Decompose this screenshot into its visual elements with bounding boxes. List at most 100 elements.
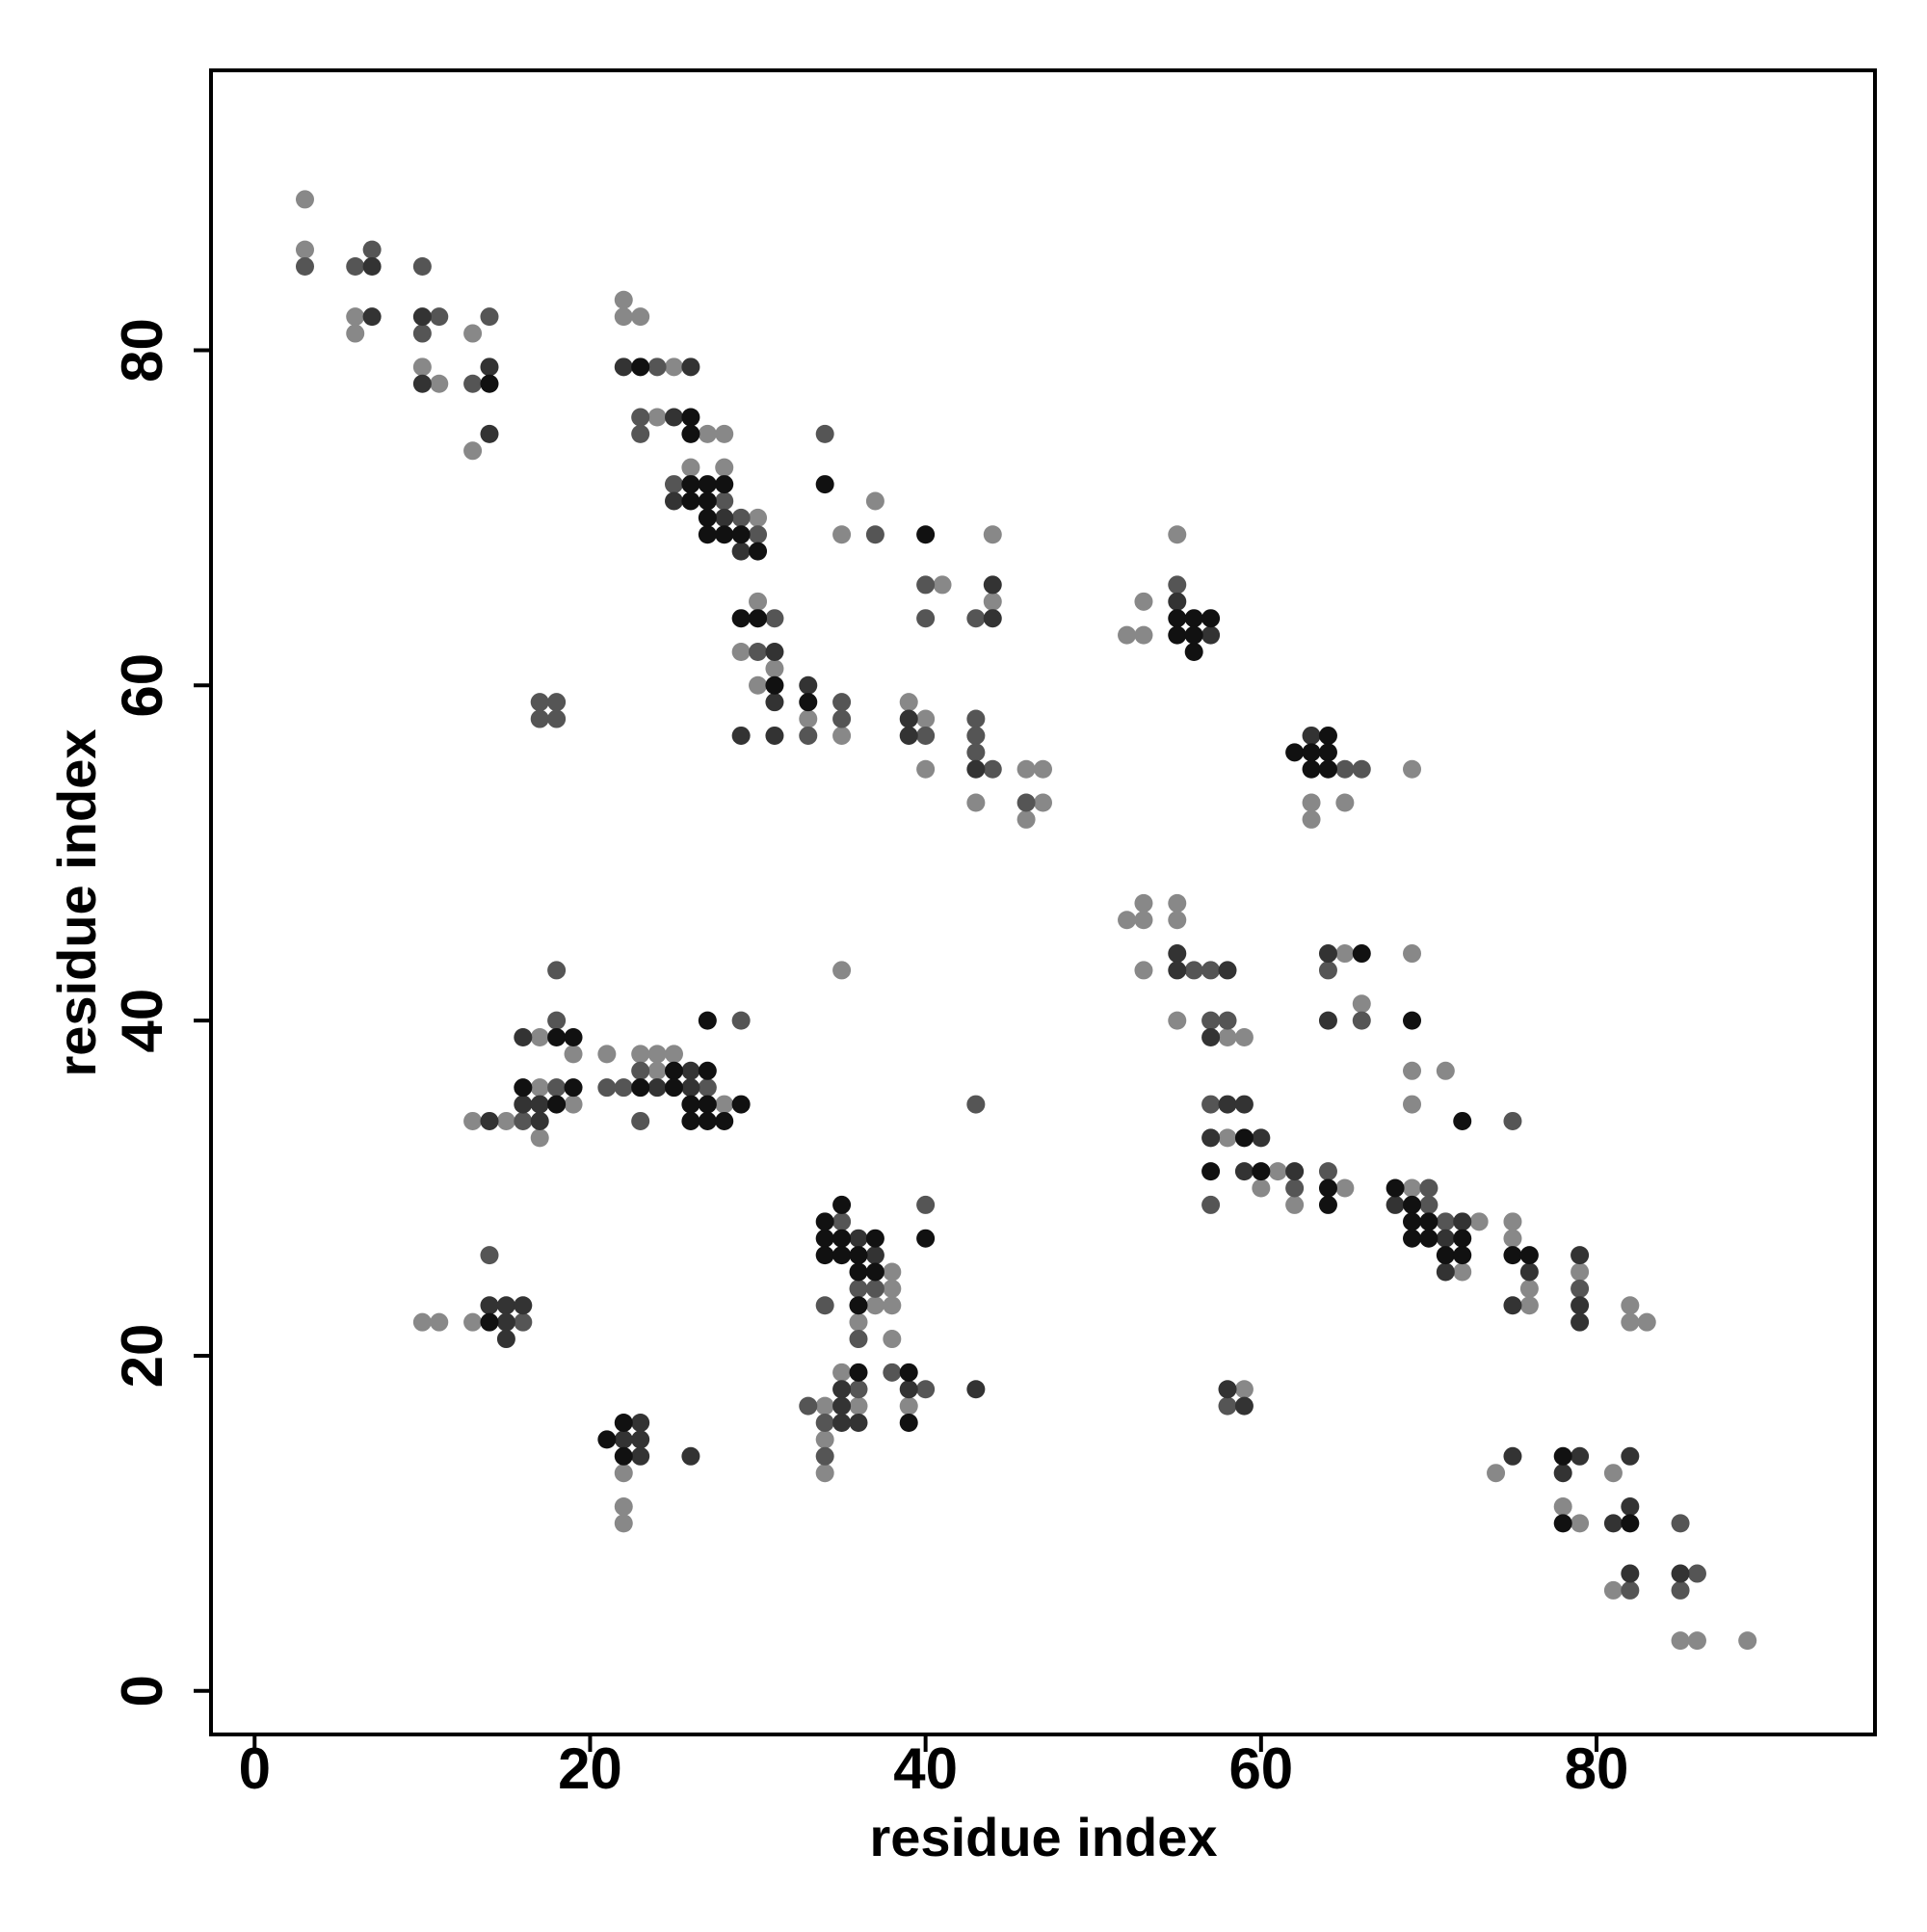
contact-point <box>564 1028 583 1047</box>
contact-point <box>1453 1229 1472 1248</box>
contact-point <box>731 525 751 544</box>
contact-point <box>1403 1095 1422 1114</box>
contact-point <box>412 357 432 377</box>
contact-point <box>1553 1496 1572 1516</box>
x-tick-label: 60 <box>1228 1736 1293 1801</box>
contact-point <box>480 1296 499 1315</box>
contact-point <box>698 1061 717 1080</box>
contact-point <box>1234 1095 1254 1114</box>
contact-point <box>1168 625 1187 645</box>
contact-point <box>983 592 1002 611</box>
contact-point <box>412 256 432 276</box>
contact-point <box>765 659 784 678</box>
contact-point <box>698 1095 717 1114</box>
contact-point <box>731 508 751 527</box>
contact-point <box>983 575 1002 595</box>
contact-point <box>631 1430 650 1449</box>
contact-point <box>1201 1162 1221 1181</box>
contact-point <box>681 1111 700 1130</box>
contact-point <box>698 508 717 527</box>
contact-point <box>681 1061 700 1080</box>
contact-point <box>430 307 449 327</box>
contact-point <box>1403 1212 1422 1231</box>
contact-point <box>1436 1212 1455 1231</box>
contact-point <box>1218 1011 1237 1030</box>
contact-point <box>631 1414 650 1433</box>
contact-point <box>1168 525 1187 544</box>
contact-point <box>1285 1162 1305 1181</box>
contact-point <box>865 1279 884 1298</box>
contact-point <box>1302 743 1321 762</box>
contact-point <box>614 1078 633 1098</box>
contact-point <box>614 1430 633 1449</box>
contact-point <box>698 424 717 443</box>
contact-point <box>815 1414 834 1433</box>
contact-point <box>983 609 1002 628</box>
contact-point <box>1218 1128 1237 1148</box>
contact-point <box>715 525 734 544</box>
contact-point <box>1553 1446 1572 1466</box>
contact-point <box>815 1212 834 1231</box>
contact-point <box>1168 592 1187 611</box>
contact-point <box>631 1111 650 1130</box>
contact-point <box>1603 1514 1623 1533</box>
contact-point <box>1352 944 1371 964</box>
contact-point <box>698 1011 717 1030</box>
contact-point <box>698 1078 717 1098</box>
contact-point <box>1302 759 1321 779</box>
contact-point <box>530 693 549 712</box>
contact-point <box>1503 1246 1522 1265</box>
contact-point <box>346 324 365 343</box>
contact-point <box>480 357 499 377</box>
contact-point <box>815 1430 834 1449</box>
contact-point <box>547 961 567 980</box>
contact-point <box>1184 609 1203 628</box>
contact-point <box>916 1380 936 1399</box>
contact-point <box>631 1045 650 1064</box>
contact-point <box>832 1195 852 1214</box>
contact-point <box>647 357 667 377</box>
contact-point <box>346 307 365 327</box>
contact-point <box>832 693 852 712</box>
contact-point <box>631 1061 650 1080</box>
contact-point <box>1184 642 1203 661</box>
contact-point <box>614 1464 633 1483</box>
x-tick-label: 20 <box>558 1736 622 1801</box>
contact-point <box>899 1396 918 1416</box>
contact-point <box>547 1078 567 1098</box>
contact-point <box>664 475 683 494</box>
contact-point <box>597 1045 617 1064</box>
contact-point <box>1335 759 1355 779</box>
contact-point <box>815 1296 834 1315</box>
contact-point <box>1218 1380 1237 1399</box>
contact-point <box>1671 1631 1690 1651</box>
contact-point <box>715 1111 734 1130</box>
contact-point <box>1503 1229 1522 1248</box>
contact-point <box>1168 609 1187 628</box>
contact-point <box>614 1496 633 1516</box>
contact-point <box>749 542 768 561</box>
contact-point <box>899 1363 918 1382</box>
x-axis-title: residue index <box>869 1807 1217 1867</box>
contact-point <box>1252 1162 1271 1181</box>
contact-point <box>496 1330 515 1349</box>
contact-point <box>1134 625 1153 645</box>
contact-point <box>647 1061 667 1080</box>
contact-point <box>849 1312 868 1332</box>
contact-point <box>514 1095 533 1114</box>
contact-point <box>715 508 734 527</box>
contact-point <box>631 307 650 327</box>
contact-point <box>1687 1564 1706 1583</box>
contact-point <box>1671 1564 1690 1583</box>
contact-point <box>480 307 499 327</box>
contact-point <box>1419 1229 1439 1248</box>
contact-point <box>1218 1095 1237 1114</box>
contact-point <box>1571 1312 1590 1332</box>
contact-point <box>966 1380 986 1399</box>
contact-point <box>1519 1246 1539 1265</box>
contact-point <box>463 1312 483 1332</box>
contact-point <box>1621 1514 1640 1533</box>
contact-point <box>1386 1178 1405 1198</box>
contact-point <box>1252 1178 1271 1198</box>
contact-point <box>1621 1296 1640 1315</box>
